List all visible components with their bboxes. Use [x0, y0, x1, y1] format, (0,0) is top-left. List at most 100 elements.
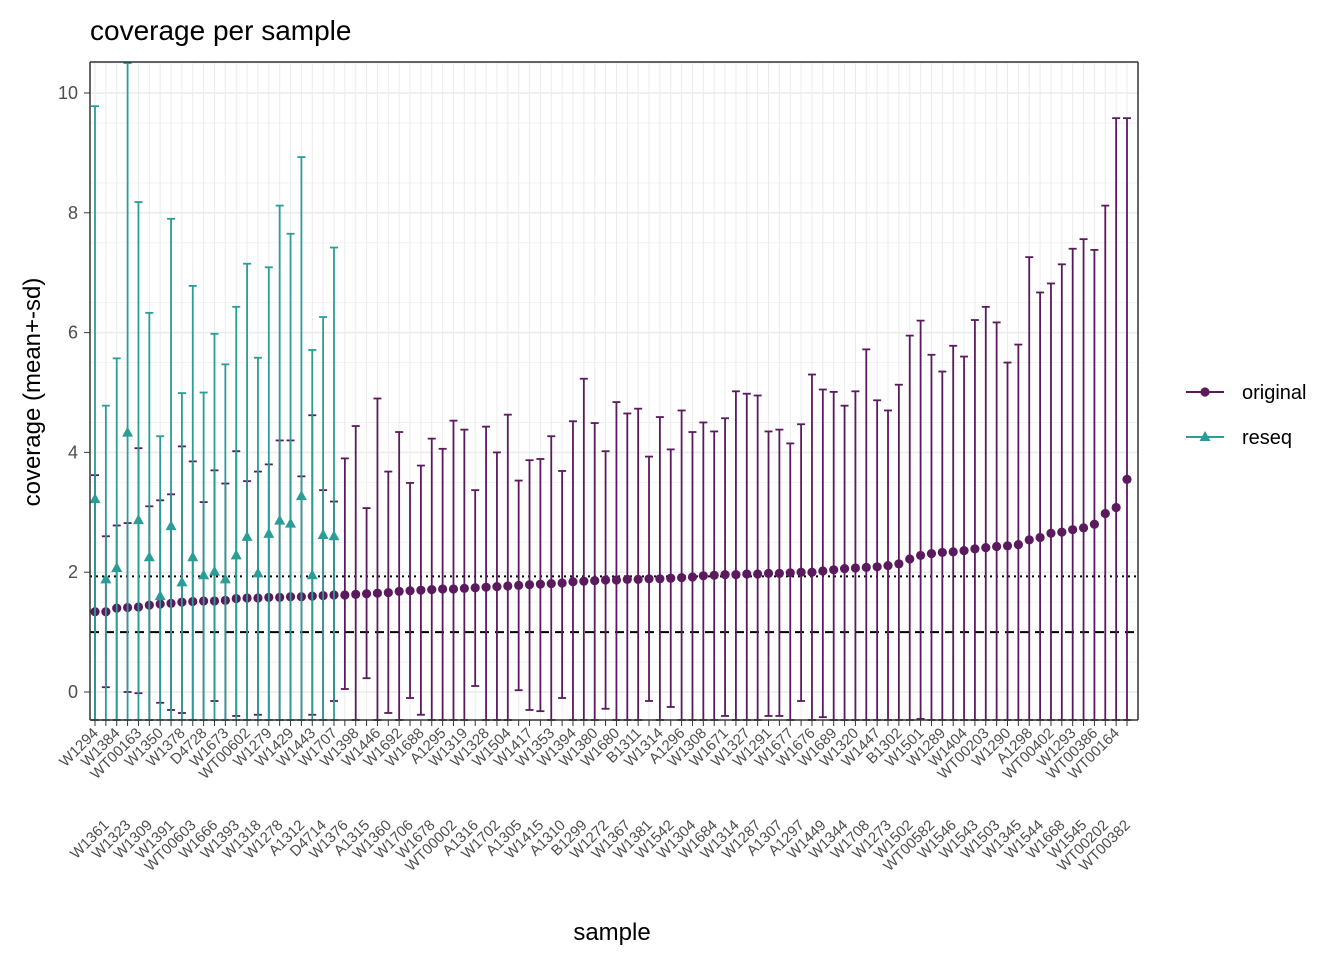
original-point [785, 568, 795, 578]
y-tick-label: 2 [68, 562, 78, 582]
y-tick-label: 4 [68, 442, 78, 462]
original-point [470, 583, 480, 593]
original-point [1035, 532, 1045, 543]
original-point [861, 562, 871, 573]
y-tick-label: 8 [68, 203, 78, 223]
reseq-point [317, 529, 329, 540]
original-point [383, 587, 393, 598]
reseq-point [208, 565, 220, 576]
original-point [427, 584, 437, 595]
reseq-point [306, 569, 318, 580]
original-point [753, 569, 763, 579]
original-point [1002, 541, 1013, 551]
y-tick-label: 0 [68, 682, 78, 702]
original-point [970, 544, 980, 554]
original-point [1013, 540, 1023, 550]
reseq-point [219, 573, 231, 584]
original-point [687, 572, 698, 582]
original-point [666, 573, 676, 583]
y-tick-label: 6 [68, 323, 78, 343]
original-point [622, 574, 632, 584]
original-point [644, 574, 654, 584]
original-point [894, 559, 904, 569]
reseq-point [176, 576, 188, 587]
legend-label-reseq: reseq [1242, 427, 1292, 449]
original-point [590, 575, 600, 586]
original-point [731, 569, 741, 580]
reseq-point [89, 493, 101, 504]
original-point [1122, 474, 1132, 484]
original-point [709, 570, 719, 580]
reseq-point [295, 490, 307, 501]
reseq-point [263, 527, 275, 538]
original-point [916, 550, 926, 561]
reseq-point [230, 549, 242, 560]
original-point [535, 579, 545, 589]
original-point [720, 569, 730, 580]
original-point [1046, 528, 1056, 538]
y-tick-label: 10 [58, 83, 78, 103]
original-point [416, 585, 426, 595]
original-point [568, 577, 578, 587]
original-point [372, 588, 383, 598]
reseq-point [111, 562, 123, 573]
original-point [742, 569, 752, 579]
original-point [1089, 519, 1100, 529]
original-point [394, 586, 404, 596]
y-axis-label: coverage (mean+-sd) [19, 278, 46, 507]
plot-panel: 0246810W1294W1361W1384W1323WT00163W1309W… [56, 61, 1139, 875]
original-point [839, 564, 850, 574]
reseq-point [274, 514, 286, 525]
reseq-point [165, 520, 177, 531]
original-point [633, 574, 643, 584]
reseq-point [252, 567, 264, 578]
legend: original reseq [1186, 382, 1306, 449]
original-point [872, 562, 882, 572]
original-point [959, 546, 969, 556]
original-point [829, 565, 839, 575]
original-point [937, 547, 947, 558]
original-point [1078, 523, 1089, 533]
legend-key-marker [1199, 431, 1211, 441]
reseq-point [100, 573, 112, 584]
original-point [698, 571, 708, 581]
original-point [524, 580, 535, 590]
original-point [948, 547, 958, 557]
original-point [850, 563, 861, 573]
original-point [992, 541, 1002, 552]
original-point [926, 549, 937, 559]
original-point [796, 567, 806, 577]
original-point [448, 584, 459, 594]
original-point [361, 589, 372, 599]
original-point [600, 575, 611, 585]
reseq-point [154, 590, 166, 601]
x-axis-label: sample [573, 919, 650, 946]
original-point [807, 567, 817, 577]
original-point [481, 582, 491, 592]
original-point [579, 576, 589, 586]
chart-title: coverage per sample [90, 15, 351, 46]
reseq-point [241, 530, 253, 541]
original-point [611, 575, 622, 585]
original-point [1068, 525, 1078, 535]
original-point [1111, 502, 1121, 513]
original-point [340, 590, 350, 600]
original-point [774, 568, 784, 578]
original-point [492, 581, 502, 592]
reseq-point [198, 569, 210, 580]
original-point [1024, 535, 1034, 545]
reseq-point [132, 514, 144, 525]
reseq-point [285, 517, 297, 528]
original-point [981, 543, 991, 553]
original-point [546, 578, 556, 589]
original-point [438, 584, 448, 594]
original-point [818, 566, 828, 576]
original-point [905, 554, 915, 564]
original-point [503, 581, 513, 591]
original-point [883, 561, 893, 571]
reseq-point [187, 551, 199, 562]
original-point [677, 572, 687, 583]
reseq-point [328, 530, 340, 541]
original-point [1100, 508, 1110, 519]
